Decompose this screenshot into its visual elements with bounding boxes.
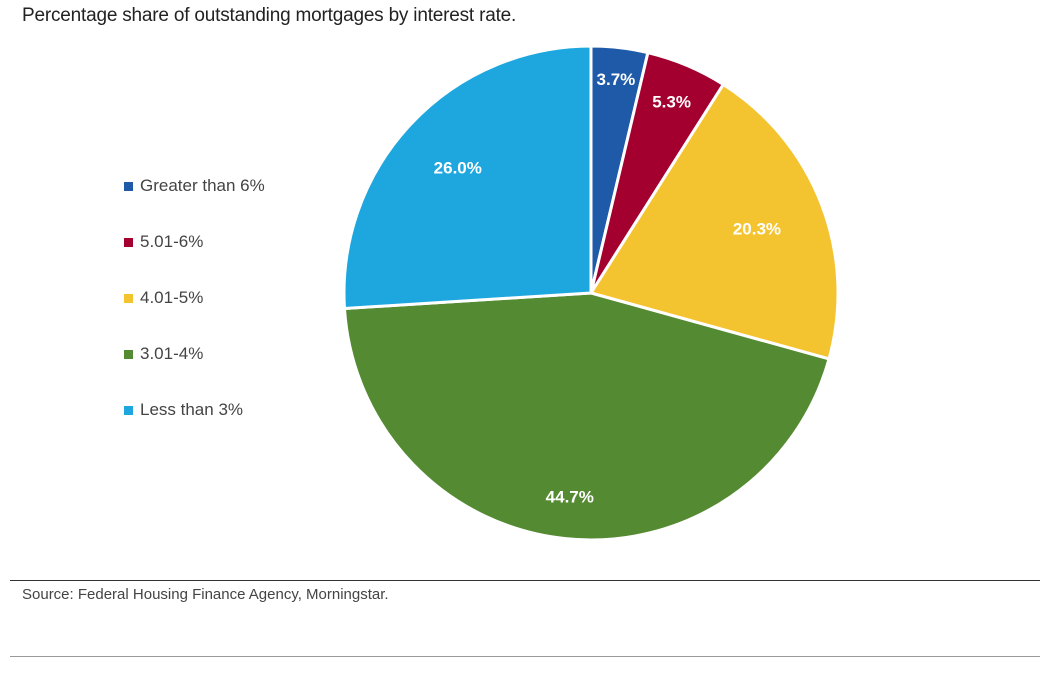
legend-label: 5.01-6% bbox=[140, 232, 204, 251]
legend-swatch bbox=[124, 350, 133, 359]
legend-item: 4.01-5% bbox=[124, 288, 324, 344]
legend-item: 3.01-4% bbox=[124, 344, 324, 400]
legend-swatch bbox=[124, 294, 133, 303]
legend-swatch bbox=[124, 182, 133, 191]
chart-legend: Greater than 6% 5.01-6% 4.01-5% 3.01-4% … bbox=[124, 176, 324, 456]
slice-value-label: 3.7% bbox=[597, 70, 636, 89]
slice-value-label: 5.3% bbox=[652, 92, 691, 111]
legend-swatch bbox=[124, 238, 133, 247]
chart-title: Percentage share of outstanding mortgage… bbox=[22, 5, 517, 26]
footer-divider bbox=[10, 656, 1040, 657]
legend-label: 3.01-4% bbox=[140, 344, 204, 363]
slice-value-label: 20.3% bbox=[733, 220, 781, 239]
legend-item: Less than 3% bbox=[124, 400, 324, 456]
legend-swatch bbox=[124, 406, 133, 415]
legend-item: 5.01-6% bbox=[124, 232, 324, 288]
slice-value-label: 26.0% bbox=[434, 158, 482, 177]
legend-label: 4.01-5% bbox=[140, 288, 204, 307]
slice-value-label: 44.7% bbox=[546, 487, 594, 506]
legend-label: Less than 3% bbox=[140, 400, 244, 419]
pie-slice bbox=[342, 44, 593, 311]
pie-slice bbox=[589, 82, 840, 361]
legend-label: Greater than 6% bbox=[140, 176, 265, 195]
pie-slice bbox=[342, 291, 831, 542]
source-note: Source: Federal Housing Finance Agency, … bbox=[22, 586, 389, 603]
source-divider bbox=[10, 580, 1040, 581]
legend-item: Greater than 6% bbox=[124, 176, 324, 232]
